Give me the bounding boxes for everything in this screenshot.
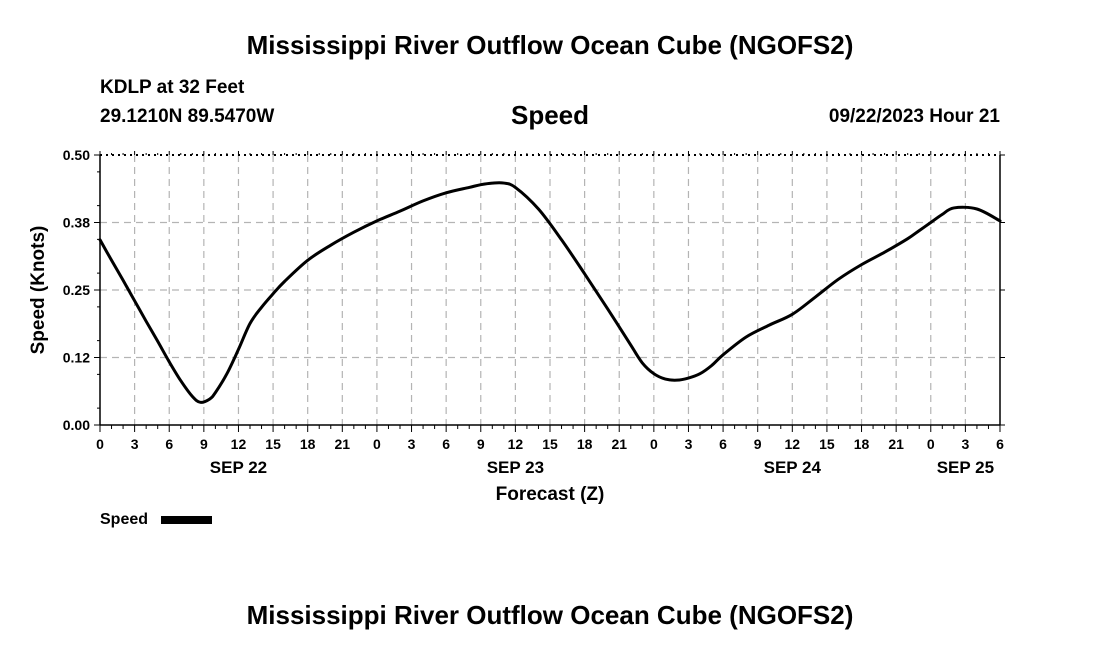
x-tick-label: 0 — [927, 436, 935, 452]
y-tick-label: 0.38 — [63, 215, 90, 231]
x-tick-label: 21 — [611, 436, 627, 452]
x-tick-label: 15 — [542, 436, 558, 452]
x-tick-label: 15 — [265, 436, 281, 452]
x-tick-label: 15 — [819, 436, 835, 452]
x-tick-label: 0 — [650, 436, 658, 452]
station-coordinates: 29.1210N 89.5470W — [100, 106, 275, 127]
x-tick-label: 9 — [200, 436, 208, 452]
x-tick-label: 6 — [165, 436, 173, 452]
x-tick-label: 12 — [785, 436, 801, 452]
date-label: SEP 22 — [210, 458, 267, 477]
x-tick-label: 3 — [408, 436, 416, 452]
y-tick-label: 0.25 — [63, 282, 90, 298]
x-tick-label: 6 — [719, 436, 727, 452]
y-axis-title: Speed (Knots) — [28, 226, 49, 355]
y-tick-label: 0.00 — [63, 417, 90, 433]
x-tick-label: 0 — [96, 436, 104, 452]
x-tick-label: 6 — [996, 436, 1004, 452]
y-tick-label: 0.50 — [63, 147, 90, 163]
x-tick-label: 3 — [131, 436, 139, 452]
x-tick-label: 18 — [300, 436, 316, 452]
chart-main-title: Mississippi River Outflow Ocean Cube (NG… — [246, 30, 854, 60]
x-tick-label: 18 — [854, 436, 870, 452]
x-tick-label: 21 — [335, 436, 351, 452]
x-tick-label: 9 — [477, 436, 485, 452]
date-label: SEP 23 — [487, 458, 544, 477]
forecast-datetime: 09/22/2023 Hour 21 — [828, 106, 1000, 127]
plot-title: Speed — [510, 100, 590, 130]
x-tick-label: 9 — [754, 436, 762, 452]
x-tick-label: 0 — [373, 436, 381, 452]
y-tick-label: 0.12 — [63, 350, 90, 366]
date-label: SEP 25 — [937, 458, 994, 477]
series-line-speed — [98, 181, 1002, 404]
x-tick-label: 3 — [685, 436, 693, 452]
station-label: KDLP at 32 Feet — [100, 77, 245, 98]
x-tick-label: 12 — [231, 436, 247, 452]
footer-title: Mississippi River Outflow Ocean Cube (NG… — [246, 600, 854, 630]
x-tick-label: 3 — [961, 436, 969, 452]
legend-label: Speed — [100, 511, 148, 528]
x-tick-label: 21 — [888, 436, 904, 452]
x-tick-label: 12 — [508, 436, 524, 452]
x-tick-label: 6 — [442, 436, 450, 452]
x-tick-label: 18 — [577, 436, 593, 452]
x-axis-title: Forecast (Z) — [496, 484, 605, 505]
date-label: SEP 24 — [764, 458, 822, 477]
legend-swatch — [161, 516, 212, 524]
